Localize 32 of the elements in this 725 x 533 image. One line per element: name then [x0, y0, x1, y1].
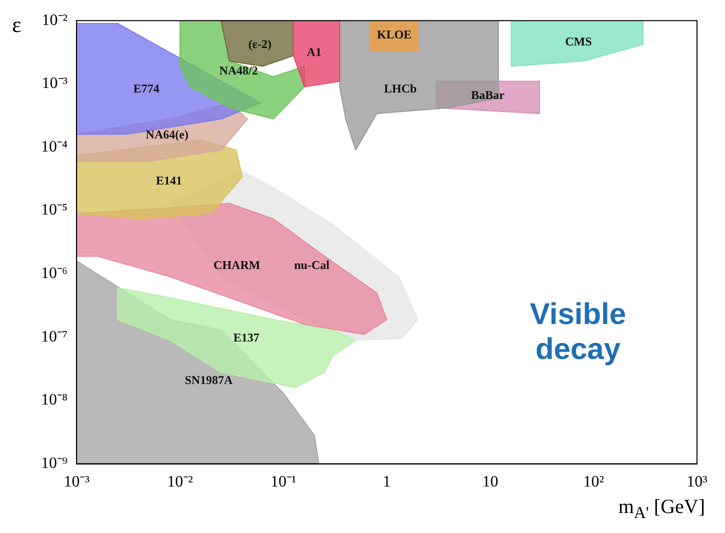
- annotation: Visible decay: [528, 298, 628, 367]
- x-tick-label: 10²: [583, 474, 604, 491]
- series-label: E141: [156, 173, 182, 188]
- x-tick-label: 10: [482, 474, 498, 491]
- y-tick-label: 10⁻⁴: [41, 138, 68, 156]
- y-tick-label: 10⁻³: [42, 75, 68, 92]
- series-label: A1: [306, 45, 322, 60]
- x-tick-label: 10⁻³: [64, 474, 90, 491]
- series-label: NA64(e): [146, 127, 188, 142]
- series-label: (ε-2): [248, 36, 272, 51]
- y-tick-label: 10⁻²: [42, 12, 68, 29]
- series-label: E137: [233, 330, 260, 345]
- y-axis-title: ε: [12, 12, 22, 38]
- series-label: LHCb: [384, 82, 418, 96]
- y-tick-label: 10⁻⁵: [41, 202, 68, 219]
- series-label: SN1987A: [184, 373, 234, 388]
- series-label: KLOE: [377, 28, 412, 42]
- series-label: BaBar: [471, 88, 506, 102]
- series-label: E774: [133, 82, 160, 96]
- y-tick-label: 10⁻⁸: [41, 392, 68, 409]
- series-label: CHARM: [214, 258, 260, 272]
- x-tick-label: 10⁻¹: [270, 474, 296, 491]
- y-tick-label: 10⁻⁶: [41, 265, 68, 282]
- x-tick-label: 1: [382, 474, 391, 491]
- y-tick-label: 10⁻⁷: [41, 328, 68, 346]
- series-label: nu-Cal: [294, 258, 330, 272]
- x-axis-title: m$_{A'}$ [GeV]: [618, 496, 705, 523]
- series-label: NA48/2: [219, 63, 258, 78]
- x-tick-label: 10⁻²: [167, 474, 194, 491]
- y-tick-label: 10⁻⁹: [41, 455, 68, 472]
- x-tick-label: 10³: [686, 474, 708, 491]
- series-label: CMS: [565, 34, 592, 49]
